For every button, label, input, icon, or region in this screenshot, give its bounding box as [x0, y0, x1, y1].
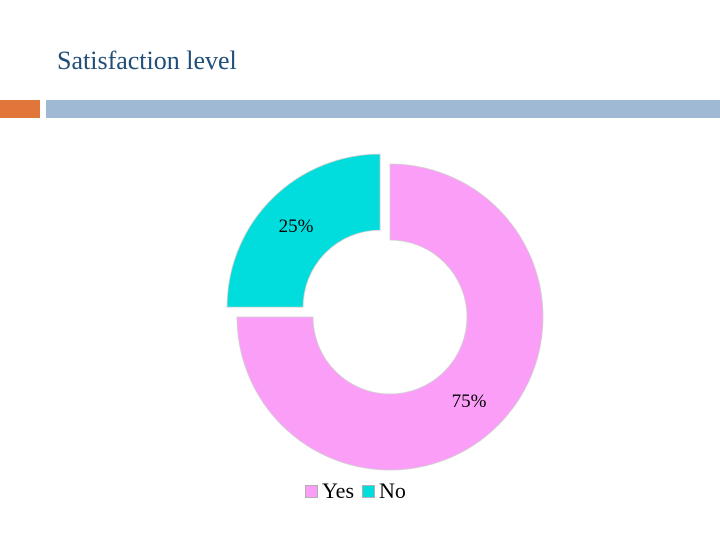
legend-label-yes: Yes — [322, 478, 355, 503]
legend-swatch-no — [362, 484, 376, 498]
data-label-yes: 75% — [452, 391, 487, 412]
title-accent-bar — [0, 100, 40, 118]
legend-label-no: No — [379, 478, 406, 503]
chart-legend: Yes No — [305, 478, 414, 504]
data-label-no: 25% — [279, 216, 314, 237]
legend-item-no: No — [362, 478, 406, 504]
legend-item-yes: Yes — [305, 478, 354, 504]
donut-slice-yes — [236, 163, 544, 471]
legend-swatch-yes — [305, 484, 318, 498]
slide-title: Satisfaction level — [57, 46, 237, 75]
donut-slice-no — [226, 153, 381, 308]
title-rule-bar — [46, 100, 720, 118]
